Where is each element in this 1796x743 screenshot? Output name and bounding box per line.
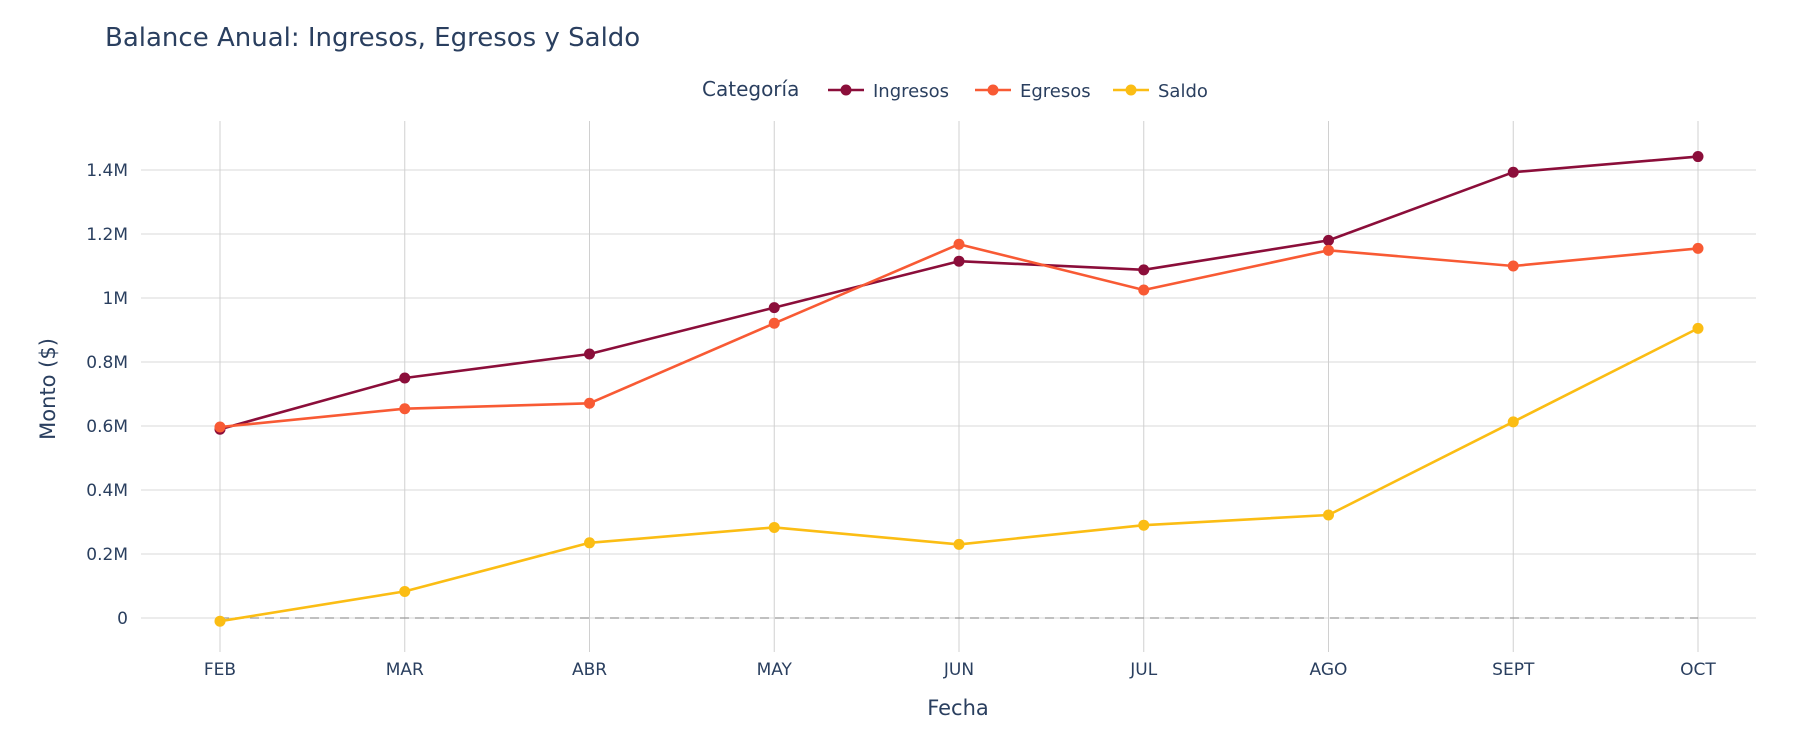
- legend-title: Categoría: [702, 77, 799, 101]
- x-tick-label: FEB: [204, 660, 236, 680]
- x-tick-label: ABR: [572, 660, 607, 680]
- data-point-saldo[interactable]: [584, 537, 595, 549]
- y-tick-label: 0.4M: [86, 481, 128, 501]
- legend-item-saldo[interactable]: Saldo: [1113, 81, 1208, 102]
- legend-item-egresos[interactable]: Egresos: [975, 81, 1091, 102]
- data-point-ingresos[interactable]: [1507, 166, 1519, 178]
- data-point-saldo[interactable]: [953, 538, 965, 550]
- x-tick-label: OCT: [1680, 660, 1716, 680]
- data-point-saldo[interactable]: [1138, 519, 1150, 531]
- data-point-egresos[interactable]: [953, 238, 965, 250]
- data-point-ingresos[interactable]: [953, 255, 965, 267]
- data-point-egresos[interactable]: [584, 397, 595, 409]
- data-point-saldo[interactable]: [768, 521, 780, 533]
- data-point-egresos[interactable]: [1692, 242, 1704, 254]
- data-point-egresos[interactable]: [214, 421, 226, 433]
- legend-swatch-marker: [1125, 84, 1137, 96]
- data-point-ingresos[interactable]: [1323, 234, 1334, 246]
- data-point-egresos[interactable]: [1507, 260, 1519, 272]
- y-tick-label: 1M: [103, 289, 128, 309]
- data-point-egresos[interactable]: [1138, 284, 1150, 296]
- legend-swatch-marker: [987, 84, 999, 96]
- x-tick-label: JUN: [943, 660, 974, 680]
- data-point-egresos[interactable]: [768, 317, 780, 329]
- y-tick-label: 0.8M: [86, 353, 128, 373]
- data-point-ingresos[interactable]: [1692, 151, 1704, 163]
- x-tick-label: AGO: [1310, 660, 1348, 680]
- x-axis-label: Fecha: [927, 696, 989, 720]
- x-tick-label: MAY: [757, 660, 793, 680]
- x-tick-labels: FEB MAR ABR MAY JUN JUL AGO SEPT OCT: [204, 660, 1717, 680]
- legend-swatch-marker: [840, 84, 852, 96]
- data-point-ingresos[interactable]: [399, 372, 411, 384]
- legend-item-ingresos[interactable]: Ingresos: [828, 81, 949, 102]
- x-tick-label: SEPT: [1492, 660, 1535, 680]
- data-point-saldo[interactable]: [1507, 416, 1519, 428]
- y-tick-label: 0.6M: [86, 417, 128, 437]
- legend-label: Ingresos: [873, 81, 949, 102]
- y-tick-label: 1.4M: [86, 161, 128, 181]
- y-tick-label: 0.2M: [86, 545, 128, 565]
- series-layer: [214, 151, 1704, 627]
- y-tick-labels: 0 0.2M 0.4M 0.6M 0.8M 1M 1.2M 1.4M: [86, 161, 128, 629]
- data-point-saldo[interactable]: [399, 585, 411, 597]
- data-point-saldo[interactable]: [1692, 322, 1704, 334]
- y-tick-label: 1.2M: [86, 225, 128, 245]
- x-tick-label: MAR: [386, 660, 424, 680]
- data-point-ingresos[interactable]: [1138, 264, 1150, 276]
- data-point-ingresos[interactable]: [768, 302, 780, 314]
- y-tick-label: 0: [117, 609, 128, 629]
- x-tick-label: JUL: [1129, 660, 1157, 680]
- legend-label: Saldo: [1158, 81, 1208, 102]
- y-axis-label: Monto ($): [36, 338, 60, 440]
- legend: Categoría Ingresos Egresos Saldo: [702, 77, 1208, 102]
- data-point-egresos[interactable]: [1323, 244, 1334, 256]
- legend-label: Egresos: [1020, 81, 1091, 102]
- data-point-saldo[interactable]: [214, 615, 226, 627]
- chart-title: Balance Anual: Ingresos, Egresos y Saldo: [105, 23, 640, 53]
- grid-layer: [141, 121, 1756, 652]
- data-point-egresos[interactable]: [399, 403, 411, 415]
- data-point-ingresos[interactable]: [584, 348, 595, 360]
- data-point-saldo[interactable]: [1323, 509, 1334, 521]
